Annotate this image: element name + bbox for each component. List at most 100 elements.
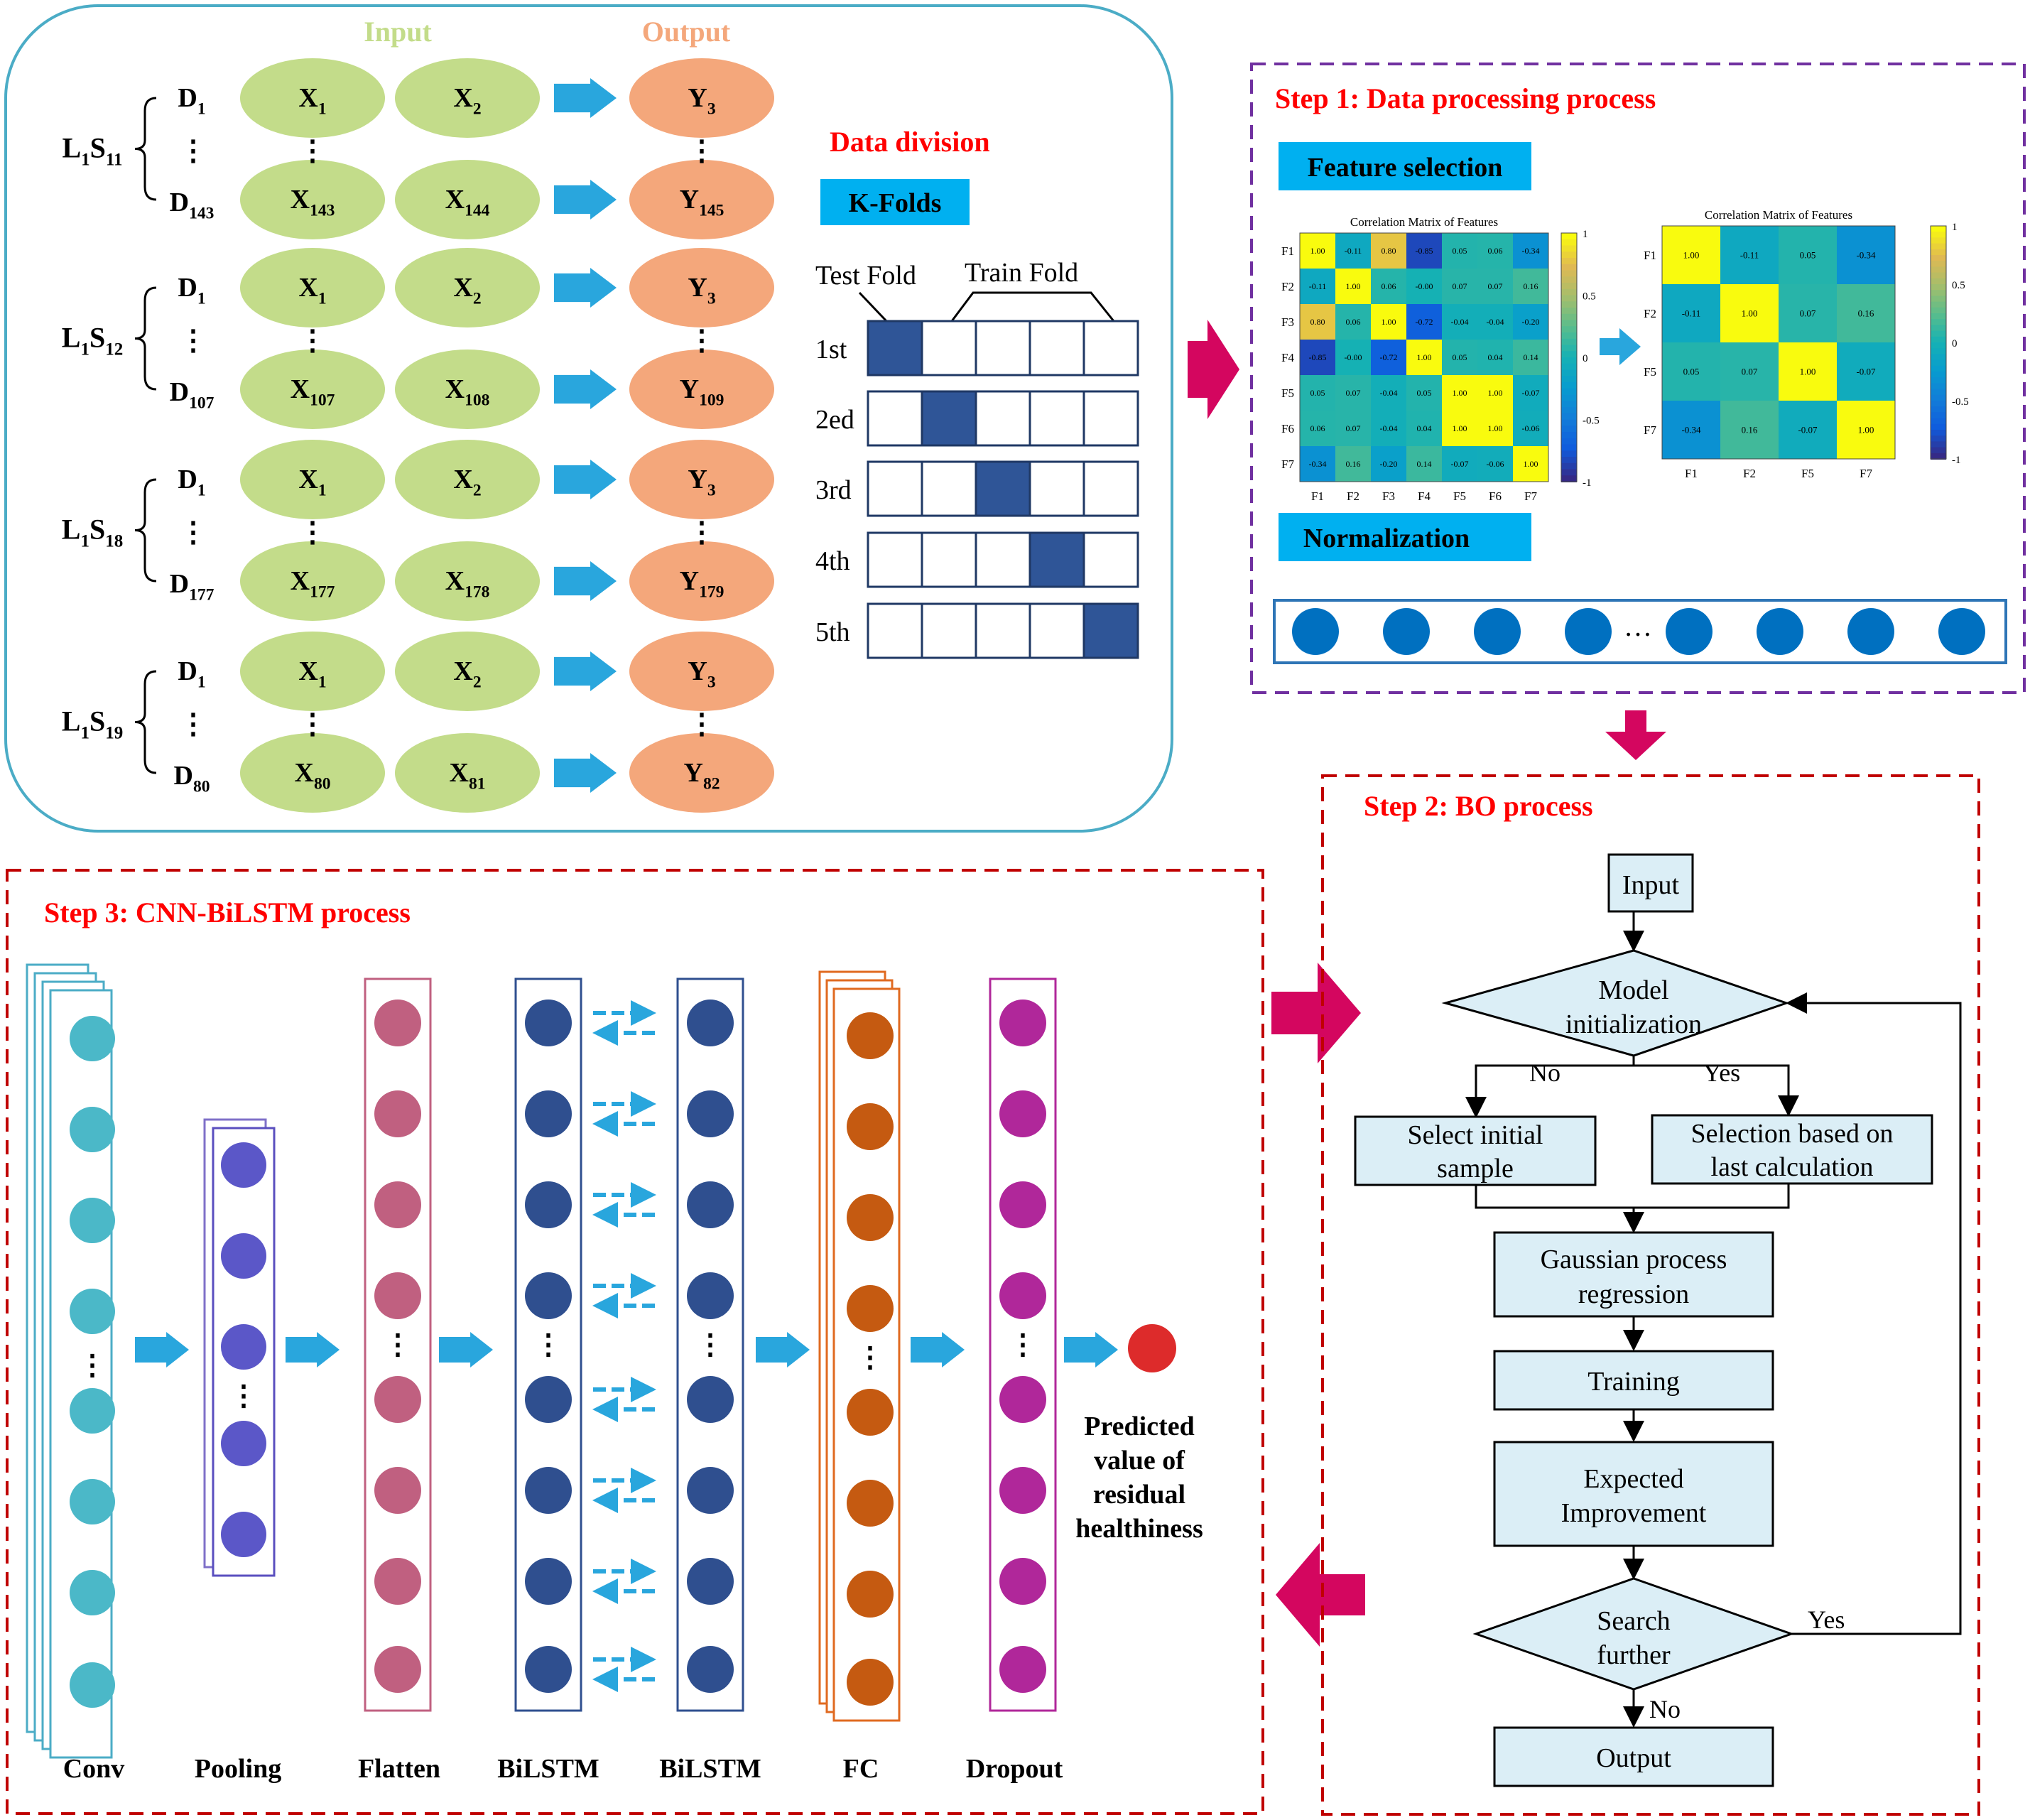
output-label-sub: 109 [699,391,724,410]
bo-input-box [1607,853,1694,913]
matrix-value: -0.72 [1380,352,1398,362]
d-first-sub: 1 [197,673,206,692]
d-last-main: D [170,377,189,407]
matrix-value: 0.06 [1488,246,1503,256]
group-label-l-sub: 1 [80,532,89,551]
matrix-cell [1442,411,1477,446]
d-first: D1 [178,656,205,692]
layer-arrow [911,1332,965,1367]
colorbar-segment [1931,319,1946,326]
matrix-cell [1442,304,1477,340]
input-label-main: X [450,758,469,788]
conv-ellipsis: ⋮ [78,1349,107,1381]
d-first: D1 [178,273,205,308]
colorbar-segment [1561,469,1577,477]
matrix-cell [1779,284,1837,342]
output-label: Y3 [688,273,715,308]
matrix-value: 0.06 [1310,423,1325,433]
colorbar-segment [1931,249,1946,256]
input-label: X1 [298,83,326,119]
group-label-l: L [62,514,81,546]
matrix-cell [1300,304,1335,340]
matrix-cell [1442,375,1477,411]
test-cell [975,460,1031,517]
input-label-sub: 108 [465,391,489,410]
output-ellipse [629,440,774,519]
fc-node [847,1389,894,1436]
output-label-main: Y [680,185,699,215]
colorbar-tick: -0.5 [1952,396,1969,408]
colorbar-segment [1561,233,1577,240]
output-ellipse [629,733,774,813]
kfolds-label: K-Folds [849,188,942,218]
group-label-l: L [62,322,81,354]
matrix-cell [1300,446,1335,482]
pool-node [221,1421,266,1466]
matrix-value: 0.07 [1742,367,1758,377]
correlation-matrix-full: Correlation Matrix of Features 1.00 -0.11 0… [1281,215,1600,503]
colorbar-segment [1931,284,1946,291]
test-cell [867,320,923,377]
colorbar-border [1930,225,1947,460]
matrix-value: -0.85 [1309,352,1327,362]
expected-box [1493,1441,1774,1547]
input-label-sub: 1 [318,290,327,308]
row-ellipsis: ⋮ [298,516,327,548]
matrix-row-label: F5 [1644,365,1656,379]
matrix-border [1661,225,1896,460]
input-label-main: X [453,83,472,113]
input-label-main: X [453,273,472,303]
dropout-layer-node [999,1272,1046,1319]
normalization-ellipsis: … [1624,610,1652,642]
dropout-layer-node [999,1646,1046,1693]
layer-arrow [1064,1332,1118,1367]
input-label: X2 [453,273,481,308]
matrix-value: 0.14 [1524,352,1538,362]
colorbar-segment [1931,372,1946,379]
matrix-value: -0.11 [1345,246,1362,256]
matrix-value: 0.07 [1800,308,1816,319]
colorbar-segment [1561,457,1577,464]
output-ellipse [629,248,774,327]
colorbar-segment [1561,388,1577,396]
input-label-main: X [298,273,317,303]
matrix-cell [1477,304,1513,340]
matrix-cell [1477,411,1513,446]
train-cell [1028,390,1085,447]
colorbar-segment [1931,232,1946,239]
colorbar-tick: 0.5 [1952,280,1965,291]
train-cell [921,460,977,517]
colorbar-segment [1561,382,1577,389]
matrix-value: 0.14 [1417,459,1432,469]
pool-node [221,1324,266,1370]
bilstm-layer-2-node [687,1646,734,1693]
input-label-sub: 80 [314,775,331,793]
d-last: D143 [170,188,215,223]
group-label-s-sub: 12 [105,340,123,359]
normalization-node [1383,608,1430,655]
input-label-sub: 2 [473,482,482,500]
group-label-l: L [62,132,81,164]
input-label-main: X [453,465,472,494]
colorbar-segment [1931,401,1946,408]
colorbar-segment [1931,266,1946,273]
pool-node [221,1512,266,1557]
matrix-value: 0.80 [1382,246,1396,256]
fc-node [847,1194,894,1241]
input-label-main: X [298,656,317,686]
layer-label: Conv [63,1754,125,1784]
matrix-cell [1335,304,1371,340]
matrix-value: -0.85 [1416,246,1433,256]
bilstm-layer-2-node [687,1272,734,1319]
matrix-cell [1779,401,1837,459]
colorbar-segment [1561,426,1577,433]
colorbar-segment [1561,401,1577,408]
d-first: D1 [178,465,205,500]
matrix-value: 0.07 [1488,281,1503,291]
normalization-nodes [1292,608,1985,655]
matrix-value: 0.05 [1453,246,1467,256]
matrix-value: 0.04 [1417,423,1432,433]
train-cell [975,602,1031,659]
input-ellipse [240,541,385,621]
